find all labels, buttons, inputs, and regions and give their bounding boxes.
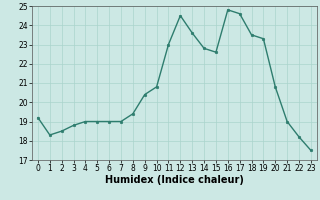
X-axis label: Humidex (Indice chaleur): Humidex (Indice chaleur)	[105, 175, 244, 185]
